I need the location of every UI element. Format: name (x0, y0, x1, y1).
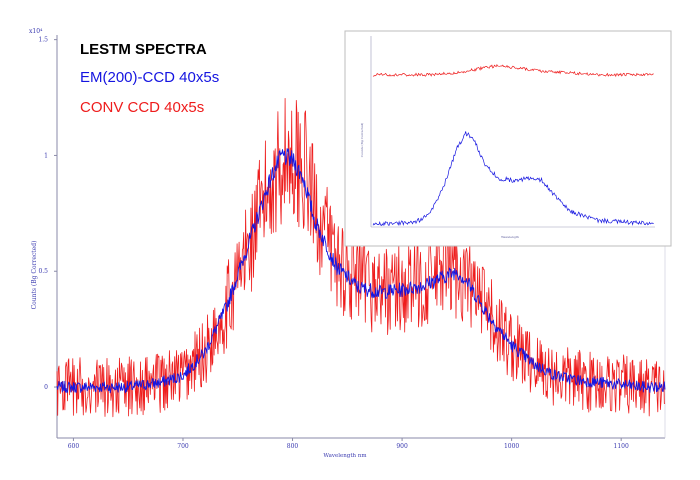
x-tick-label: 600 (68, 443, 80, 450)
y-tick-label: 0.5 (38, 268, 48, 275)
y-tick-label: 1 (44, 152, 48, 159)
inset-series-group (372, 63, 654, 227)
x-tick-label: 700 (177, 443, 189, 450)
x-tick-label: 1100 (614, 443, 629, 450)
main-chart: x10⁴ 0 0.5 1 1.5 600 700 800 900 1000 1100 Wavel… (29, 28, 666, 459)
inset-blue-line (372, 131, 654, 227)
chart-title: LESTM SPECTRA (80, 41, 207, 58)
x-axis-label: Wavelength nm (323, 453, 367, 459)
inset-red-line (372, 63, 654, 78)
y-multiplier-label: x10⁴ (29, 28, 43, 35)
y-tick-label: 1.5 (38, 37, 48, 44)
x-ticks: 600 700 800 900 1000 1100 (68, 438, 629, 450)
x-tick-label: 1000 (504, 443, 519, 450)
inset-background (344, 30, 672, 247)
y-ticks: 0 0.5 1 1.5 (38, 37, 57, 391)
inset-chart: Wavelength Counts (Bg Corrected) (344, 30, 672, 247)
x-tick-label: 800 (287, 443, 299, 450)
legend-em-ccd: EM(200)-CCD 40x5s (80, 69, 219, 86)
y-tick-label: 0 (44, 384, 48, 391)
series-em-ccd-line (56, 148, 666, 394)
x-tick-label: 900 (396, 443, 408, 450)
inset-x-axis-label: Wavelength (501, 235, 519, 239)
legend-conv-ccd: CONV CCD 40x5s (80, 99, 204, 116)
y-axis-label: Counts (Bg Corrected) (31, 241, 38, 310)
inset-y-axis-label: Counts (Bg Corrected) (360, 123, 364, 157)
main-series-group (56, 98, 666, 418)
